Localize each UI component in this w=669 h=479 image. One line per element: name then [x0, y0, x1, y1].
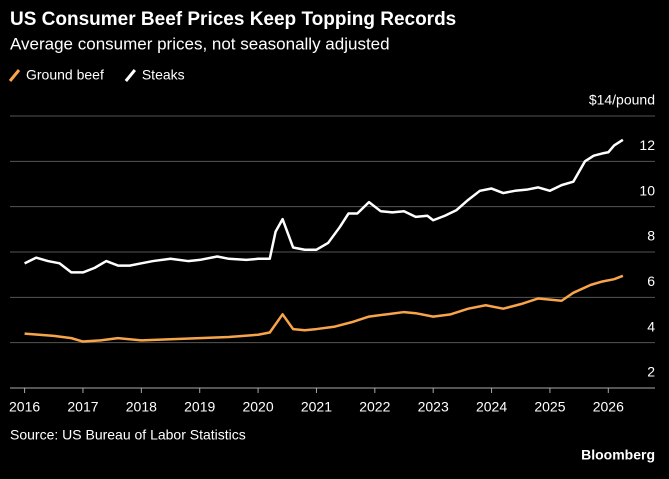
y-tick-label: 6 — [647, 273, 655, 289]
series-line — [24, 138, 624, 274]
series-line — [24, 274, 624, 343]
x-tick-label: 2020 — [242, 399, 273, 415]
legend-swatch — [124, 69, 137, 82]
y-tick-label: 4 — [647, 318, 655, 334]
y-tick-label: 2 — [647, 364, 655, 380]
x-tick-label: 2026 — [593, 399, 624, 415]
x-tick-label: 2024 — [476, 399, 507, 415]
x-tick-label: 2023 — [418, 399, 449, 415]
y-tick-label: 12 — [639, 137, 655, 153]
x-tick-label: 2016 — [9, 399, 40, 415]
x-tick-label: 2017 — [67, 399, 98, 415]
x-tick-label: 2021 — [301, 399, 332, 415]
y-tick-label: $14/pound — [589, 92, 655, 108]
x-tick-label: 2022 — [359, 399, 390, 415]
y-tick-label: 10 — [639, 182, 655, 198]
brand: Bloomberg — [581, 447, 655, 463]
chart-title: US Consumer Beef Prices Keep Topping Rec… — [10, 9, 456, 30]
legend-swatch — [8, 69, 21, 82]
y-tick-label: 8 — [647, 228, 655, 244]
chart-subtitle: Average consumer prices, not seasonally … — [10, 34, 390, 53]
x-tick-label: 2025 — [534, 399, 565, 415]
source: Source: US Bureau of Labor Statistics — [10, 427, 246, 443]
legend-label: Steaks — [142, 67, 185, 83]
legend-label: Ground beef — [26, 67, 104, 83]
x-tick-label: 2019 — [184, 399, 215, 415]
x-tick-label: 2018 — [126, 399, 157, 415]
